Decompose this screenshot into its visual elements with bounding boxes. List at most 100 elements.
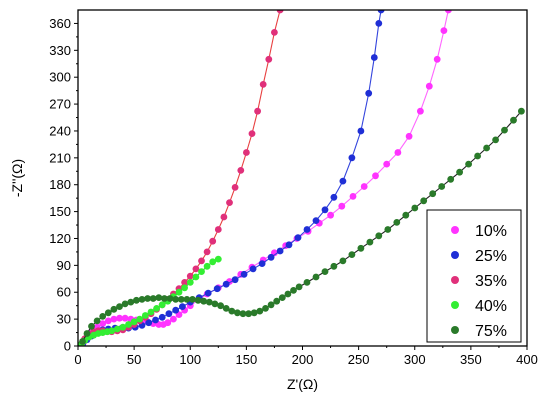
data-point: [125, 321, 132, 328]
data-point: [357, 244, 365, 252]
y-tick-label: 240: [49, 123, 71, 138]
data-point: [93, 317, 101, 325]
ticks-layer: 0 50 100 150 200 250 300 350 400 0 30 60 90 120 150 180…: [49, 16, 538, 367]
data-point: [222, 305, 230, 312]
y-tick-label: 180: [49, 177, 71, 192]
data-point: [116, 314, 123, 322]
data-point: [518, 107, 525, 115]
data-point: [144, 295, 152, 302]
x-tick-label: 300: [404, 352, 426, 367]
data-point: [133, 296, 140, 304]
data-point: [121, 314, 129, 322]
data-point: [175, 288, 183, 296]
data-point: [278, 294, 286, 301]
data-point: [145, 319, 153, 327]
data-point: [510, 116, 517, 124]
y-tick-label: 270: [49, 97, 71, 112]
data-point: [365, 89, 373, 97]
legend-marker: [451, 276, 459, 284]
data-point: [194, 296, 202, 304]
data-point: [170, 315, 177, 323]
data-point: [405, 132, 413, 140]
data-point: [88, 322, 95, 330]
data-point: [492, 136, 499, 144]
x-axis-title: Z'(Ω): [287, 376, 318, 392]
data-point: [360, 183, 368, 190]
data-point: [245, 310, 253, 318]
data-point: [203, 262, 211, 270]
data-point: [295, 283, 303, 291]
data-point: [130, 318, 138, 326]
data-point: [262, 305, 269, 312]
data-point: [265, 55, 273, 63]
legend-marker: [451, 226, 459, 234]
x-tick-label: 50: [127, 352, 141, 367]
legend-box: [426, 209, 522, 343]
data-point: [375, 232, 383, 240]
data-point: [183, 296, 191, 303]
data-point: [220, 213, 228, 221]
data-point: [349, 193, 357, 200]
data-point: [217, 302, 225, 310]
data-point: [411, 204, 419, 212]
data-point: [186, 272, 194, 280]
data-point: [222, 280, 230, 288]
data-point: [377, 10, 385, 14]
data-point: [116, 303, 123, 310]
series-25pct: [79, 10, 385, 346]
legend-marker: [451, 301, 459, 309]
data-point: [259, 81, 267, 88]
data-point: [254, 107, 261, 115]
data-point: [248, 130, 256, 138]
legend-label: 35%: [475, 273, 507, 290]
data-point: [192, 265, 200, 273]
data-point: [290, 287, 297, 294]
data-point: [429, 190, 437, 198]
data-point: [249, 265, 257, 273]
data-point: [141, 312, 149, 319]
data-point: [104, 309, 112, 317]
data-point: [158, 313, 166, 321]
y-axis-title: -Z''(Ω): [9, 159, 25, 197]
data-point: [119, 323, 127, 331]
data-point: [445, 10, 452, 14]
data-point: [338, 202, 346, 210]
y-tick-label: 150: [49, 204, 71, 219]
data-point: [99, 320, 107, 327]
data-point: [312, 273, 320, 281]
data-point: [200, 297, 208, 305]
data-point: [214, 255, 222, 263]
data-point: [267, 301, 275, 309]
data-point: [181, 284, 189, 292]
data-point: [284, 290, 292, 298]
x-tick-label: 0: [74, 352, 81, 367]
data-point: [204, 289, 212, 297]
data-point: [205, 298, 213, 306]
legend-label: 25%: [475, 248, 507, 265]
data-point: [181, 279, 189, 286]
data-point: [276, 10, 284, 14]
data-point: [110, 305, 118, 313]
x-tick-label: 250: [348, 352, 370, 367]
data-point: [179, 303, 186, 310]
legend-label: 75%: [475, 323, 507, 340]
data-point: [271, 29, 278, 36]
data-point: [231, 184, 239, 191]
data-point: [108, 327, 116, 335]
legend-marker: [451, 251, 459, 259]
data-point: [158, 301, 166, 309]
data-point: [483, 144, 490, 152]
data-point: [321, 206, 329, 214]
data-point: [209, 237, 217, 245]
data-point: [239, 310, 247, 318]
series-line: [82, 10, 382, 345]
data-point: [348, 251, 356, 258]
data-point: [384, 226, 392, 233]
data-point: [256, 307, 264, 315]
data-point: [234, 309, 241, 317]
data-point: [198, 257, 205, 265]
data-point: [243, 149, 250, 156]
data-point: [474, 152, 481, 160]
data-point: [172, 296, 180, 303]
